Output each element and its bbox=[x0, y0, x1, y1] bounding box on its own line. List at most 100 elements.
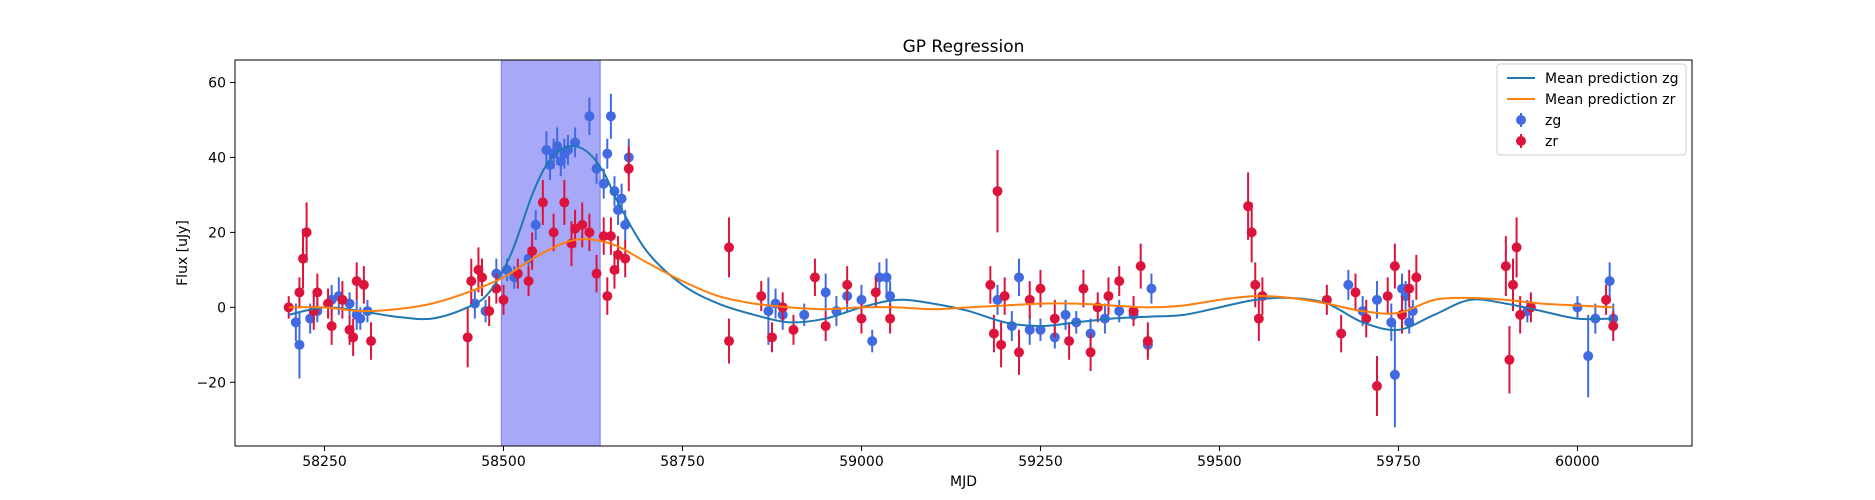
data-point-zr bbox=[1085, 347, 1096, 358]
data-point-zg bbox=[867, 336, 878, 347]
mean-prediction-line-zr bbox=[288, 238, 1614, 315]
data-point-zr bbox=[996, 339, 1007, 350]
chart-title: GP Regression bbox=[903, 37, 1025, 57]
data-point-zr bbox=[1511, 242, 1522, 253]
data-point-zg bbox=[799, 309, 810, 320]
data-point-zr bbox=[484, 306, 495, 317]
data-point-zr bbox=[1024, 294, 1035, 305]
x-tick-label: 58500 bbox=[481, 454, 526, 470]
data-point-zr bbox=[842, 279, 853, 290]
legend: Mean prediction zg Mean prediction zr zg zr bbox=[1496, 63, 1687, 156]
data-point-zr bbox=[598, 231, 609, 242]
x-tick-label: 59500 bbox=[1197, 454, 1242, 470]
data-point-zr bbox=[1114, 276, 1125, 287]
series-zg bbox=[290, 93, 1619, 428]
data-point-zg bbox=[1024, 324, 1035, 335]
data-point-zg bbox=[1114, 306, 1125, 317]
data-point-zr bbox=[1078, 283, 1089, 294]
data-point-zr bbox=[1411, 272, 1422, 283]
data-point-zg bbox=[1400, 291, 1411, 302]
data-point-zg bbox=[355, 313, 366, 324]
data-point-zg bbox=[1397, 283, 1408, 294]
data-point-zg bbox=[1146, 283, 1157, 294]
data-point-zg bbox=[598, 178, 609, 189]
data-point-zr bbox=[1246, 227, 1257, 238]
data-point-zr bbox=[885, 313, 896, 324]
data-point-zg bbox=[530, 219, 541, 230]
data-point-zr bbox=[323, 298, 334, 309]
data-point-zr bbox=[473, 264, 484, 275]
data-point-zg bbox=[1583, 351, 1594, 362]
data-point-zr bbox=[462, 332, 473, 343]
data-point-zr bbox=[1103, 291, 1114, 302]
data-point-zr bbox=[985, 279, 996, 290]
data-point-zr bbox=[1013, 347, 1024, 358]
data-point-zr bbox=[527, 246, 538, 257]
data-point-zr bbox=[1608, 321, 1619, 332]
data-point-zg bbox=[874, 272, 885, 283]
data-point-zr bbox=[856, 313, 867, 324]
data-point-zr bbox=[999, 291, 1010, 302]
plot-frame bbox=[234, 59, 1693, 447]
data-point-zr bbox=[326, 321, 337, 332]
x-tick-label: 60000 bbox=[1555, 454, 1600, 470]
data-point-zr bbox=[605, 231, 616, 242]
data-point-zr bbox=[809, 272, 820, 283]
data-point-zg bbox=[881, 272, 892, 283]
data-point-zr bbox=[1508, 279, 1519, 290]
data-point-zg bbox=[763, 306, 774, 317]
data-point-zr bbox=[1253, 313, 1264, 324]
data-point-zr bbox=[559, 197, 570, 208]
data-point-zr bbox=[1504, 354, 1515, 365]
data-point-zg bbox=[523, 253, 534, 264]
data-point-zr bbox=[498, 294, 509, 305]
data-point-zr bbox=[358, 279, 369, 290]
data-point-zr bbox=[609, 264, 620, 275]
data-point-zr bbox=[1035, 283, 1046, 294]
data-point-zr bbox=[1336, 328, 1347, 339]
highlighted-region bbox=[500, 60, 601, 446]
data-point-zr bbox=[1601, 294, 1612, 305]
data-point-zr bbox=[548, 227, 559, 238]
y-tick-label: 60 bbox=[208, 75, 226, 91]
data-point-zg bbox=[856, 294, 867, 305]
data-point-zr bbox=[301, 227, 312, 238]
data-point-zr bbox=[756, 291, 767, 302]
data-point-zr bbox=[366, 336, 377, 347]
data-point-zr bbox=[591, 268, 602, 279]
data-point-zr bbox=[1135, 261, 1146, 272]
data-point-zr bbox=[1500, 261, 1511, 272]
data-point-zr bbox=[344, 324, 355, 335]
legend-label: zr bbox=[1545, 134, 1558, 150]
data-point-zg bbox=[552, 141, 563, 152]
y-tick-label: 20 bbox=[208, 225, 226, 241]
data-point-zg bbox=[1389, 369, 1400, 380]
data-point-zg bbox=[820, 287, 831, 298]
y-tick-label: −20 bbox=[196, 375, 226, 391]
data-point-zr bbox=[523, 276, 534, 287]
data-point-zg bbox=[605, 111, 616, 122]
data-point-zr bbox=[724, 336, 735, 347]
data-point-zr bbox=[337, 294, 348, 305]
data-point-zr bbox=[1128, 306, 1139, 317]
data-point-zr bbox=[1515, 309, 1526, 320]
legend-marker-swatch bbox=[1516, 136, 1526, 146]
data-point-zg bbox=[1604, 276, 1615, 287]
y-tick-label: 0 bbox=[217, 300, 226, 316]
data-point-zr bbox=[1064, 336, 1075, 347]
data-point-zr bbox=[1361, 313, 1372, 324]
data-point-zr bbox=[577, 219, 588, 230]
data-point-zr bbox=[1404, 283, 1415, 294]
series-zr bbox=[283, 146, 1619, 417]
data-point-zg bbox=[1343, 279, 1354, 290]
data-point-zg bbox=[616, 193, 627, 204]
x-tick-label: 58250 bbox=[302, 454, 347, 470]
data-point-zr bbox=[584, 227, 595, 238]
data-point-zr bbox=[1243, 201, 1254, 212]
data-point-zr bbox=[870, 287, 881, 298]
data-point-zg bbox=[548, 148, 559, 159]
data-point-zg bbox=[570, 137, 581, 148]
data-point-zr bbox=[724, 242, 735, 253]
data-point-zg bbox=[305, 313, 316, 324]
